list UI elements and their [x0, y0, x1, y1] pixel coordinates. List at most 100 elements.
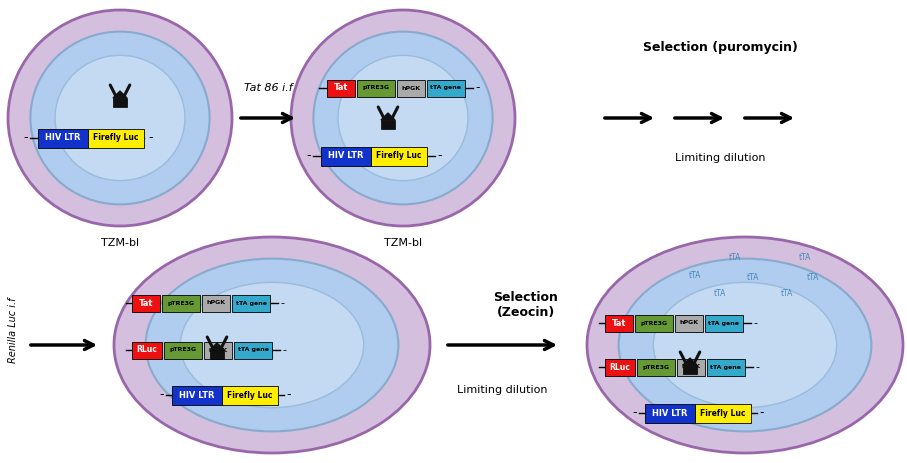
Text: tTA: tTA	[807, 273, 819, 282]
FancyBboxPatch shape	[321, 146, 371, 165]
Text: -: -	[282, 345, 286, 355]
FancyBboxPatch shape	[695, 403, 751, 423]
Text: Firefly Luc: Firefly Luc	[93, 133, 139, 143]
Ellipse shape	[314, 31, 493, 204]
Ellipse shape	[8, 10, 232, 226]
Ellipse shape	[338, 56, 468, 181]
Text: pTRE3G: pTRE3G	[642, 364, 669, 369]
Text: tTA gene: tTA gene	[236, 300, 267, 306]
Text: -: -	[160, 388, 164, 401]
Text: hPGK: hPGK	[679, 320, 698, 325]
FancyBboxPatch shape	[605, 358, 635, 375]
Text: tTA gene: tTA gene	[238, 348, 268, 352]
FancyBboxPatch shape	[222, 386, 278, 405]
FancyBboxPatch shape	[202, 294, 230, 312]
Text: TZM-bl: TZM-bl	[384, 238, 422, 248]
Text: pTRE3G: pTRE3G	[363, 86, 390, 90]
Text: Tat 86 i.f: Tat 86 i.f	[244, 83, 292, 93]
Text: hPGK: hPGK	[402, 86, 421, 90]
Text: -: -	[759, 407, 764, 419]
FancyBboxPatch shape	[637, 358, 675, 375]
FancyBboxPatch shape	[381, 120, 395, 129]
Text: Selection (puromycin): Selection (puromycin)	[642, 42, 797, 55]
FancyBboxPatch shape	[204, 342, 232, 358]
FancyBboxPatch shape	[164, 342, 202, 358]
Text: tTA: tTA	[714, 288, 727, 298]
Text: Limiting dilution: Limiting dilution	[457, 385, 547, 395]
Text: pTRE3G: pTRE3G	[170, 348, 197, 352]
Ellipse shape	[31, 31, 210, 204]
FancyBboxPatch shape	[605, 314, 633, 332]
FancyBboxPatch shape	[683, 365, 697, 374]
Text: hPGK: hPGK	[207, 300, 226, 306]
Text: TZM-bl: TZM-bl	[101, 238, 139, 248]
Text: RLuc: RLuc	[137, 345, 158, 355]
Polygon shape	[210, 343, 224, 350]
FancyBboxPatch shape	[113, 98, 127, 107]
FancyBboxPatch shape	[232, 294, 270, 312]
Text: hPGK: hPGK	[209, 348, 228, 352]
Text: -: -	[307, 150, 311, 163]
FancyBboxPatch shape	[327, 80, 355, 96]
Ellipse shape	[114, 237, 430, 453]
FancyBboxPatch shape	[172, 386, 222, 405]
Ellipse shape	[653, 282, 836, 407]
Text: HIV LTR: HIV LTR	[652, 408, 688, 418]
Polygon shape	[113, 91, 127, 98]
FancyBboxPatch shape	[635, 314, 673, 332]
Text: RLuc: RLuc	[610, 363, 630, 371]
Text: tTA: tTA	[781, 288, 794, 298]
Text: hPGK: hPGK	[681, 364, 700, 369]
Text: Renilla Luc i.f: Renilla Luc i.f	[8, 297, 18, 363]
Polygon shape	[381, 113, 395, 120]
Text: tTA gene: tTA gene	[710, 364, 742, 369]
Text: HIV LTR: HIV LTR	[328, 151, 364, 161]
FancyBboxPatch shape	[371, 146, 427, 165]
Text: Limiting dilution: Limiting dilution	[675, 153, 766, 163]
FancyBboxPatch shape	[357, 80, 395, 96]
Text: Firefly Luc: Firefly Luc	[376, 151, 422, 161]
Text: Firefly Luc: Firefly Luc	[700, 408, 746, 418]
Text: Tat: Tat	[139, 299, 153, 307]
Text: tTA: tTA	[729, 252, 741, 262]
FancyBboxPatch shape	[677, 358, 705, 375]
Text: -: -	[753, 318, 757, 328]
Text: Firefly Luc: Firefly Luc	[228, 390, 273, 400]
Polygon shape	[683, 358, 697, 365]
Text: tTA: tTA	[746, 273, 759, 282]
Text: Tat: Tat	[611, 319, 626, 327]
Text: -: -	[286, 388, 290, 401]
Text: -: -	[632, 407, 637, 419]
Ellipse shape	[619, 259, 872, 432]
FancyBboxPatch shape	[675, 314, 703, 332]
Text: -: -	[24, 131, 28, 144]
FancyBboxPatch shape	[427, 80, 465, 96]
FancyBboxPatch shape	[88, 129, 144, 148]
FancyBboxPatch shape	[210, 350, 224, 359]
Text: tTA: tTA	[799, 252, 811, 262]
Ellipse shape	[55, 56, 185, 181]
FancyBboxPatch shape	[132, 342, 162, 358]
Ellipse shape	[291, 10, 515, 226]
Ellipse shape	[180, 282, 364, 407]
Text: -: -	[475, 81, 480, 94]
Text: -: -	[148, 131, 152, 144]
Text: Selection
(Zeocin): Selection (Zeocin)	[493, 291, 559, 319]
Text: -: -	[280, 298, 284, 308]
Ellipse shape	[146, 259, 398, 432]
FancyBboxPatch shape	[707, 358, 745, 375]
Text: pTRE3G: pTRE3G	[640, 320, 668, 325]
Ellipse shape	[587, 237, 903, 453]
FancyBboxPatch shape	[645, 403, 695, 423]
Text: -: -	[437, 150, 442, 163]
Text: tTA: tTA	[688, 270, 701, 280]
FancyBboxPatch shape	[234, 342, 272, 358]
Text: Tat: Tat	[334, 83, 348, 93]
FancyBboxPatch shape	[38, 129, 88, 148]
Text: tTA gene: tTA gene	[708, 320, 739, 325]
Text: pTRE3G: pTRE3G	[168, 300, 195, 306]
Text: tTA gene: tTA gene	[431, 86, 462, 90]
Text: HIV LTR: HIV LTR	[45, 133, 81, 143]
FancyBboxPatch shape	[132, 294, 160, 312]
FancyBboxPatch shape	[162, 294, 200, 312]
